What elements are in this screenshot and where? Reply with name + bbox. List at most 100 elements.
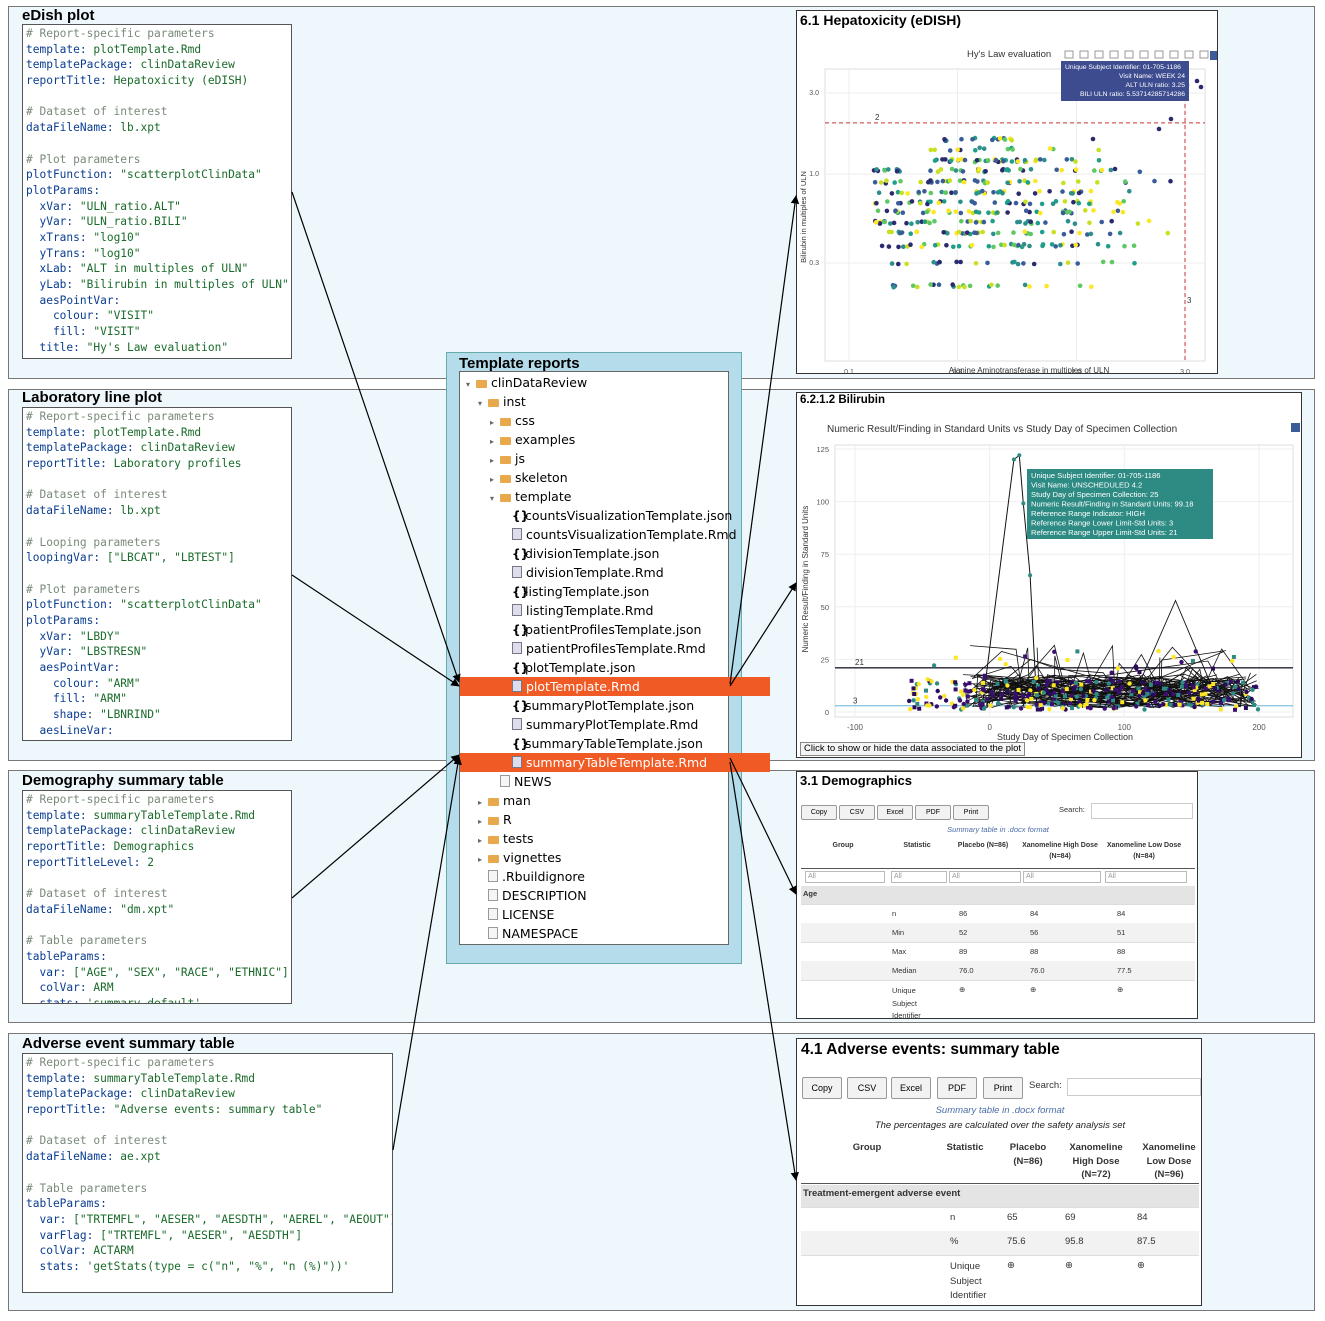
search-input[interactable] (1091, 803, 1193, 819)
data-point[interactable] (1190, 683, 1195, 688)
chevron-down-icon[interactable]: ▾ (466, 380, 471, 389)
data-point[interactable] (934, 704, 939, 709)
tree-item[interactable]: NEWS (460, 772, 758, 791)
scatter-point[interactable] (1120, 209, 1126, 215)
scatter-point[interactable] (895, 189, 901, 195)
scatter-point[interactable] (1112, 166, 1118, 172)
data-point[interactable] (1162, 686, 1166, 691)
data-point[interactable] (934, 681, 940, 686)
data-point[interactable] (929, 679, 934, 684)
data-point[interactable] (1064, 687, 1069, 692)
scatter-point[interactable] (967, 283, 973, 289)
data-point[interactable] (924, 694, 929, 700)
data-point[interactable] (1196, 696, 1201, 701)
scatter-point[interactable] (919, 244, 924, 250)
export-button-pdf[interactable]: PDF (915, 805, 951, 820)
tree-item[interactable]: ▸ vignettes (460, 848, 746, 867)
scatter-point[interactable] (1037, 189, 1042, 194)
data-point[interactable] (1004, 705, 1009, 710)
scatter-point[interactable] (1032, 191, 1038, 196)
scatter-point[interactable] (886, 229, 892, 235)
scatter-point[interactable] (896, 201, 901, 206)
scatter-point[interactable] (1064, 157, 1070, 162)
data-point[interactable] (1012, 690, 1018, 696)
column-header[interactable]: Xanomeline Low Dose (N=96) (1142, 1142, 1196, 1180)
scatter-point[interactable] (896, 261, 901, 267)
scatter-point[interactable] (916, 189, 921, 195)
data-point[interactable] (1005, 683, 1010, 688)
scatter-point[interactable] (1091, 208, 1096, 213)
scatter-point[interactable] (936, 200, 942, 206)
scatter-point[interactable] (1073, 159, 1078, 164)
scatter-point[interactable] (1168, 116, 1174, 122)
data-point[interactable] (927, 703, 932, 708)
scatter-point[interactable] (1069, 229, 1074, 234)
scatter-point[interactable] (985, 180, 990, 185)
data-point[interactable] (1194, 685, 1199, 690)
data-point[interactable] (1145, 691, 1150, 696)
scatter-point[interactable] (1028, 167, 1034, 172)
chevron-right-icon[interactable]: ▸ (478, 817, 483, 826)
scatter-point[interactable] (1099, 167, 1105, 173)
table-cell[interactable]: ⊕ (1007, 1260, 1015, 1271)
scatter-point[interactable] (925, 201, 930, 207)
data-point[interactable] (1218, 707, 1223, 712)
scatter-point[interactable] (915, 284, 920, 290)
scatter-point[interactable] (981, 146, 987, 151)
subject-line[interactable] (996, 675, 1225, 707)
scatter-point[interactable] (953, 168, 959, 173)
data-point[interactable] (1180, 680, 1185, 685)
data-point[interactable] (1111, 706, 1116, 711)
subject-line[interactable] (1137, 599, 1213, 687)
scatter-point[interactable] (1034, 209, 1039, 215)
tree-item[interactable]: ▸ man (460, 791, 746, 810)
data-point[interactable] (1071, 681, 1076, 686)
data-point[interactable] (999, 696, 1004, 701)
scatter-point[interactable] (1146, 218, 1152, 224)
chevron-right-icon[interactable]: ▸ (490, 475, 495, 484)
data-point[interactable] (1023, 654, 1028, 659)
table-cell[interactable]: ⊕ (959, 985, 966, 994)
data-point[interactable] (1073, 680, 1079, 686)
scatter-point[interactable] (1033, 157, 1039, 163)
data-point[interactable] (1141, 680, 1146, 685)
scatter-point[interactable] (1027, 201, 1033, 207)
scatter-point[interactable] (960, 169, 966, 174)
data-point[interactable] (1243, 706, 1248, 710)
data-point[interactable] (1025, 698, 1030, 703)
scatter-point[interactable] (958, 199, 963, 205)
scatter-point[interactable] (1122, 179, 1128, 184)
scatter-point[interactable] (932, 242, 938, 248)
scatter-point[interactable] (1072, 221, 1078, 226)
scatter-point[interactable] (1156, 126, 1162, 132)
scatter-point[interactable] (1152, 178, 1157, 184)
data-point[interactable] (1042, 700, 1047, 706)
data-point[interactable] (995, 681, 1000, 686)
data-point[interactable] (985, 696, 990, 701)
data-point[interactable] (915, 697, 920, 702)
data-point[interactable] (1191, 685, 1196, 690)
tree-item[interactable]: {}plotTemplate.json (460, 658, 770, 677)
scatter-point[interactable] (931, 259, 936, 265)
tree-item[interactable]: ▾ template (460, 487, 758, 506)
scatter-point[interactable] (1039, 229, 1045, 235)
scatter-point[interactable] (1117, 201, 1123, 206)
scatter-point[interactable] (955, 157, 961, 163)
data-point[interactable] (931, 663, 937, 668)
scatter-point[interactable] (1043, 220, 1048, 225)
data-point[interactable] (1136, 686, 1141, 691)
scatter-point[interactable] (1087, 201, 1092, 207)
column-filter-input[interactable]: All (891, 871, 947, 883)
scatter-point[interactable] (990, 137, 995, 143)
scatter-point[interactable] (1058, 261, 1063, 267)
data-point[interactable] (1036, 686, 1041, 691)
scatter-point[interactable] (935, 179, 940, 185)
data-point[interactable] (1052, 649, 1057, 654)
data-point[interactable] (982, 673, 987, 678)
data-point[interactable] (1029, 696, 1034, 701)
scatter-point[interactable] (1090, 136, 1096, 142)
scatter-point[interactable] (1073, 242, 1079, 248)
scatter-point[interactable] (972, 201, 977, 206)
scatter-point[interactable] (1015, 261, 1021, 267)
data-point[interactable] (1186, 702, 1191, 707)
